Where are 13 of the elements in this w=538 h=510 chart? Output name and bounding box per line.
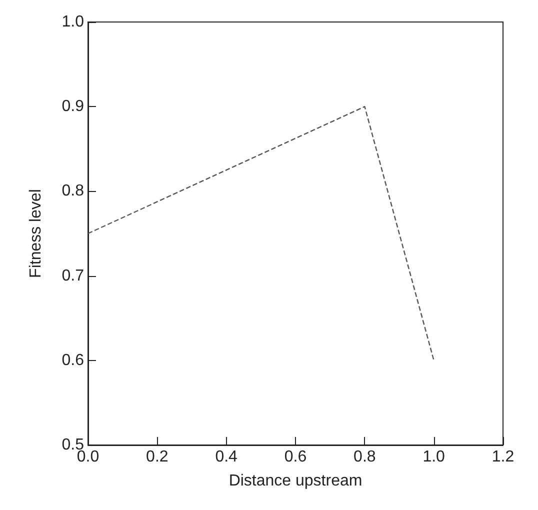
y-tick-label: 1.0 [62,14,84,30]
x-tick-label: 0.2 [146,448,168,466]
y-axis-title: Fitness level [28,189,44,278]
x-tick-label: 0.4 [215,448,238,466]
x-axis-title: Distance upstream [228,472,362,490]
x-tick-label: 0.8 [354,448,376,466]
y-tick-label: 0.8 [62,182,84,200]
y-tick-label: 0.9 [62,98,84,116]
y-tick-label: 0.6 [62,352,84,369]
y-tick-label: 0.7 [62,267,84,284]
x-tick-label: 0.6 [284,448,307,466]
x-tick-label: 1.2 [492,448,514,466]
x-tick-label: 1.0 [422,448,446,466]
